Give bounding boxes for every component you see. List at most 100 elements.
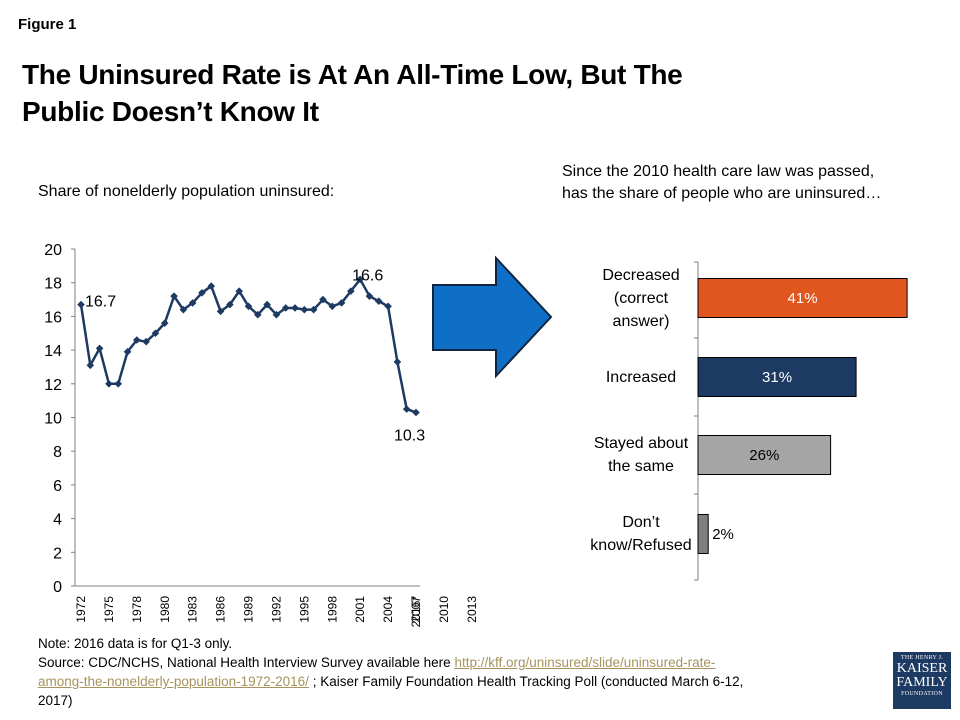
bar-category-label-line: (correct <box>613 289 669 307</box>
bar <box>697 514 709 554</box>
data-point-marker <box>151 329 160 338</box>
source-year: 2017) <box>38 693 73 708</box>
data-point-marker <box>309 305 318 314</box>
line-chart-subtitle: Share of nonelderly population uninsured… <box>38 183 335 200</box>
data-point-marker <box>216 307 225 316</box>
data-label: 10.3 <box>394 427 425 444</box>
data-point-marker <box>114 380 123 388</box>
y-tick-label: 6 <box>53 478 62 495</box>
x-tick-label: 2013 <box>465 596 479 623</box>
y-tick-label: 20 <box>44 242 62 259</box>
logo-line-3: FAMILY <box>896 675 948 690</box>
x-tick-label: 2016* <box>409 596 423 628</box>
source-suffix: ; Kaiser Family Foundation Health Tracki… <box>308 674 744 689</box>
note-text: Note: 2016 data is for Q1-3 only. <box>38 636 233 651</box>
source-link-part-2[interactable]: among-the-nonelderly-population-1972-201… <box>38 674 309 689</box>
y-tick-label: 18 <box>44 276 62 293</box>
data-point-marker <box>337 299 346 307</box>
bar-category-label-line: Decreased <box>602 266 680 284</box>
data-point-marker <box>160 319 169 327</box>
source-link-part-1[interactable]: http://kff.org/uninsured/slide/uninsured… <box>454 655 716 670</box>
x-tick-label: 1983 <box>186 596 200 623</box>
x-tick-label: 1972 <box>74 596 88 623</box>
y-tick-label: 4 <box>53 512 62 529</box>
data-point-marker <box>123 347 132 356</box>
x-tick-label: 1975 <box>102 596 116 623</box>
x-tick-label: 2010 <box>437 596 451 623</box>
x-tick-label: 1998 <box>325 596 339 623</box>
bar-category-label-line: Increased <box>605 368 677 386</box>
bar <box>697 278 908 318</box>
data-point-marker <box>77 300 85 309</box>
data-point-marker <box>188 299 197 307</box>
logo-line-1: THE HENRY J. <box>900 655 944 661</box>
bar-value-label: 31% <box>762 369 792 386</box>
figure-label: Figure 1 <box>18 16 77 33</box>
bar-category-label: Decreased (correct answer) <box>581 264 701 333</box>
uninsured-rate-line <box>79 278 417 414</box>
y-tick-label: 12 <box>44 377 62 394</box>
x-tick-label: 1995 <box>297 596 311 623</box>
source-prefix: Source: CDC/NCHS, National Health Interv… <box>38 655 455 670</box>
bar-category-label-line: Stayed about <box>593 435 689 452</box>
data-label: 16.6 <box>352 267 383 284</box>
bar-chart-subtitle-line-1: Since the 2010 health care law was passe… <box>562 163 875 180</box>
bar-category-label: Don’t know/Refused <box>581 511 701 557</box>
page-title: The Uninsured Rate is At An All-Time Low… <box>22 56 782 130</box>
bar-category-label-line: Don’t <box>622 514 660 531</box>
data-point-marker <box>198 289 206 297</box>
y-tick-label: 10 <box>44 411 62 428</box>
bar-chart-subtitle-line-2: has the share of people who are uninsure… <box>562 185 882 202</box>
data-point-marker <box>356 275 364 284</box>
data-point-marker <box>142 337 150 346</box>
bar-chart-subtitle: Since the 2010 health care law was passe… <box>562 161 881 205</box>
source-text: Source: CDC/NCHS, National Health Interv… <box>38 653 798 710</box>
bar-value-label: 41% <box>788 290 818 307</box>
data-point-marker <box>226 300 234 309</box>
data-point-marker <box>244 302 253 311</box>
data-point-marker <box>254 310 262 319</box>
y-tick-label: 8 <box>53 444 62 461</box>
data-point-marker <box>281 304 290 312</box>
x-tick-label: 1986 <box>214 596 228 623</box>
x-tick-label: 2001 <box>353 596 367 623</box>
data-point-marker <box>95 344 104 353</box>
kff-logo: THE HENRY J. KAISER FAMILY FOUNDATION <box>893 652 951 709</box>
x-tick-label: 1978 <box>130 596 144 623</box>
data-point-marker <box>328 302 337 311</box>
data-point-marker <box>291 304 299 312</box>
bar-category-label-line: know/Refused <box>590 537 692 554</box>
logo-line-4: FOUNDATION <box>901 691 943 697</box>
data-point-marker <box>133 336 141 344</box>
data-point-marker <box>105 380 113 388</box>
data-label: 16.7 <box>85 294 116 311</box>
title-line-1: The Uninsured Rate is At An All-Time Low… <box>22 59 683 90</box>
data-point-marker <box>207 282 216 290</box>
data-point-marker <box>170 292 178 300</box>
y-tick-label: 14 <box>44 343 62 360</box>
y-tick-label: 2 <box>53 545 62 562</box>
data-point-marker <box>402 405 411 413</box>
bar-value-label: 26% <box>749 447 779 464</box>
data-point-marker <box>365 292 374 300</box>
bar-category-label: Increased <box>581 366 701 389</box>
data-point-marker <box>272 310 281 319</box>
x-tick-label: 2004 <box>381 596 395 623</box>
bar <box>697 435 832 475</box>
big-arrow-shape <box>432 255 553 379</box>
data-point-marker <box>412 408 420 417</box>
bar <box>697 357 857 397</box>
x-tick-label: 1989 <box>242 596 256 623</box>
title-line-2: Public Doesn’t Know It <box>22 96 319 127</box>
x-tick-label: 1980 <box>158 596 172 623</box>
data-point-marker <box>374 297 383 306</box>
bar-category-label-line: answer) <box>612 312 670 330</box>
data-point-marker <box>263 300 271 309</box>
logo-line-2: KAISER <box>896 661 948 676</box>
data-point-marker <box>347 287 355 295</box>
data-point-marker <box>179 305 188 314</box>
x-tick-label: 1992 <box>269 596 283 623</box>
x-tick-label: 2007 <box>409 596 423 623</box>
bar-category-label-line: the same <box>608 458 674 475</box>
